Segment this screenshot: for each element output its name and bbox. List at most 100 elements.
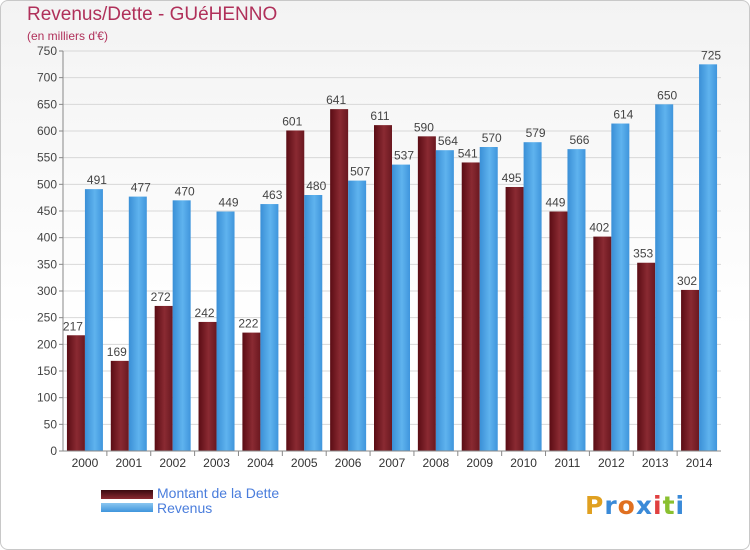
data-label: 495 bbox=[502, 171, 522, 185]
bar-dette bbox=[461, 162, 480, 451]
logo-letter: r bbox=[604, 491, 618, 520]
data-label: 590 bbox=[414, 120, 434, 134]
bar-revenus bbox=[216, 211, 235, 451]
x-tick-label: 2000 bbox=[72, 456, 99, 470]
data-label: 564 bbox=[438, 134, 458, 148]
y-tick-label: 700 bbox=[37, 71, 57, 85]
data-label: 470 bbox=[175, 184, 195, 198]
data-label: 480 bbox=[306, 179, 326, 193]
x-tick-label: 2006 bbox=[335, 456, 362, 470]
bar-dette bbox=[154, 305, 173, 451]
data-label: 449 bbox=[545, 196, 565, 210]
data-label: 402 bbox=[589, 221, 609, 235]
y-tick-label: 450 bbox=[37, 204, 57, 218]
bar-dette bbox=[593, 236, 612, 451]
bar-revenus bbox=[304, 195, 323, 451]
data-label: 222 bbox=[238, 317, 258, 331]
bar-dette bbox=[110, 360, 129, 451]
y-tick-label: 250 bbox=[37, 311, 57, 325]
bar-revenus bbox=[260, 204, 279, 451]
data-label: 541 bbox=[458, 146, 478, 160]
bar-revenus bbox=[523, 142, 542, 451]
x-tick-label: 2008 bbox=[423, 456, 450, 470]
logo-letter: o bbox=[617, 491, 636, 520]
data-label: 477 bbox=[131, 181, 151, 195]
bar-revenus bbox=[84, 189, 103, 451]
x-axis-ticks: 2000 2001 2002 2003 2004 2005 2006 2007 2008 2009… bbox=[72, 451, 713, 470]
x-tick-label: 2005 bbox=[291, 456, 318, 470]
y-tick-label: 100 bbox=[37, 391, 57, 405]
data-labels: 217 491 169 477 272 470 242 449 222 463 601 480 641 5… bbox=[63, 48, 721, 359]
data-label: 169 bbox=[107, 345, 127, 359]
data-label: 725 bbox=[701, 48, 721, 62]
x-tick-label: 2004 bbox=[247, 456, 274, 470]
legend-swatch-dette bbox=[101, 490, 153, 499]
data-label: 579 bbox=[526, 126, 546, 140]
bar-revenus bbox=[128, 196, 147, 451]
bar-dette bbox=[374, 125, 392, 451]
bars bbox=[66, 64, 718, 452]
y-tick-label: 350 bbox=[37, 257, 57, 271]
legend-swatch-revenus bbox=[101, 503, 153, 512]
data-label: 601 bbox=[282, 114, 302, 128]
bar-revenus bbox=[655, 104, 674, 451]
data-label: 302 bbox=[677, 274, 697, 288]
x-tick-label: 2010 bbox=[510, 456, 537, 470]
y-axis-ticks: 0 50 100 150 200 250 300 350 400 450 500 550 600 650 7… bbox=[37, 44, 63, 458]
data-label: 242 bbox=[195, 306, 215, 320]
bar-revenus bbox=[392, 164, 410, 451]
data-label: 570 bbox=[482, 131, 502, 145]
data-label: 641 bbox=[326, 93, 346, 107]
x-tick-label: 2003 bbox=[203, 456, 230, 470]
data-label: 491 bbox=[87, 173, 107, 187]
data-label: 537 bbox=[394, 149, 414, 163]
y-tick-label: 50 bbox=[44, 417, 58, 431]
bar-dette bbox=[505, 187, 524, 451]
legend-label-dette: Montant de la Dette bbox=[157, 485, 280, 501]
x-tick-label: 2007 bbox=[379, 456, 406, 470]
y-tick-label: 150 bbox=[37, 364, 57, 378]
bar-revenus bbox=[348, 180, 367, 451]
data-label: 650 bbox=[657, 88, 677, 102]
axes bbox=[62, 51, 721, 452]
data-label: 353 bbox=[633, 247, 653, 261]
y-tick-label: 200 bbox=[37, 337, 57, 351]
y-tick-label: 650 bbox=[37, 97, 57, 111]
bar-dette bbox=[66, 335, 85, 451]
y-tick-label: 400 bbox=[37, 231, 57, 245]
x-tick-label: 2009 bbox=[466, 456, 493, 470]
bar-dette bbox=[286, 130, 305, 451]
logo-letter: x bbox=[635, 491, 653, 520]
bar-revenus bbox=[435, 150, 454, 451]
logo-letter: i bbox=[653, 491, 663, 520]
bar-revenus bbox=[699, 64, 718, 452]
x-tick-label: 2001 bbox=[115, 456, 142, 470]
chart-title: Revenus/Dette - GUéHENNO bbox=[27, 4, 278, 25]
bar-revenus bbox=[611, 123, 630, 452]
proxiti-logo: Proxiti bbox=[585, 491, 685, 520]
y-tick-label: 500 bbox=[37, 177, 57, 191]
bar-revenus bbox=[172, 200, 191, 451]
x-tick-label: 2011 bbox=[555, 456, 581, 470]
data-label: 217 bbox=[63, 319, 83, 333]
legend-label-revenus: Revenus bbox=[157, 500, 213, 516]
x-tick-label: 2002 bbox=[159, 456, 186, 470]
y-tick-label: 750 bbox=[37, 44, 57, 58]
y-tick-label: 300 bbox=[37, 284, 57, 298]
bar-dette bbox=[198, 321, 217, 451]
data-label: 507 bbox=[350, 165, 370, 179]
y-tick-label: 550 bbox=[37, 151, 57, 165]
bar-dette bbox=[637, 262, 656, 451]
data-label: 614 bbox=[613, 108, 633, 122]
bar-dette bbox=[242, 332, 261, 451]
x-tick-label: 2014 bbox=[686, 456, 713, 470]
logo-letter: P bbox=[585, 491, 605, 520]
chart-subtitle: (en milliers d'€) bbox=[27, 29, 108, 43]
bar-dette bbox=[417, 136, 436, 452]
data-label: 272 bbox=[151, 290, 171, 304]
bar-dette bbox=[549, 211, 568, 451]
x-tick-label: 2013 bbox=[642, 456, 669, 470]
x-tick-label: 2012 bbox=[598, 456, 625, 470]
